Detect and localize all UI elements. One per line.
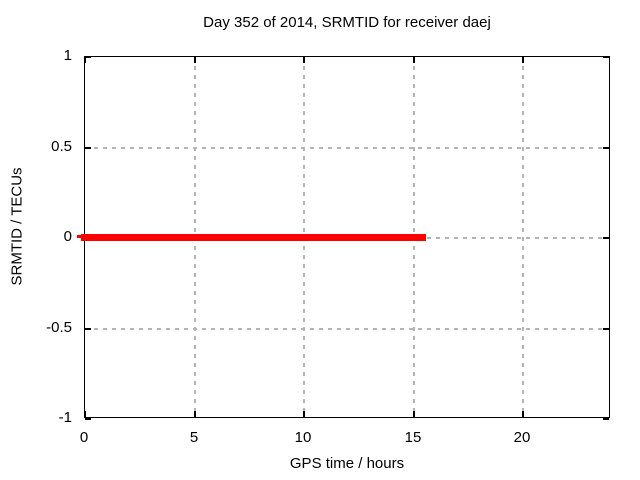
y-tick-right--0.5 xyxy=(603,328,609,330)
x-tick-bottom-15 xyxy=(413,411,415,417)
y-tick-left--1 xyxy=(85,418,91,420)
x-tick-bottom-5 xyxy=(194,411,196,417)
chart-title: Day 352 of 2014, SRMTID for receiver dae… xyxy=(203,14,491,31)
x-tick-top-10 xyxy=(303,57,305,63)
y-tick-right-0.5 xyxy=(603,147,609,149)
x-tick-label-15: 15 xyxy=(404,429,422,446)
x-tick-label-5: 5 xyxy=(189,429,199,446)
gridline-y-0.5 xyxy=(85,147,609,149)
x-tick-label-10: 10 xyxy=(294,429,312,446)
y-tick-right--1 xyxy=(603,418,609,420)
y-tick-left-0.5 xyxy=(85,147,91,149)
x-tick-top-5 xyxy=(194,57,196,63)
x-tick-top-15 xyxy=(413,57,415,63)
y-tick-label-0: 0 xyxy=(63,228,72,245)
x-tick-top-20 xyxy=(522,57,524,63)
x-tick-bottom-10 xyxy=(303,411,305,417)
y-tick-label-0.5: 0.5 xyxy=(51,138,72,155)
x-axis-label: GPS time / hours xyxy=(289,455,405,472)
x-tick-bottom-0 xyxy=(84,411,86,417)
x-tick-bottom-20 xyxy=(522,411,524,417)
gridline-y--0.5 xyxy=(85,328,609,330)
y-tick-label--0.5: -0.5 xyxy=(46,319,72,336)
y-tick-right-1 xyxy=(603,56,609,58)
x-tick-label-20: 20 xyxy=(513,429,531,446)
y-tick-label--1: -1 xyxy=(58,409,72,426)
y-tick-left-1 xyxy=(85,56,91,58)
y-tick-label-1: 1 xyxy=(63,47,72,64)
x-tick-label-0: 0 xyxy=(79,429,89,446)
series-srmtid-line xyxy=(81,234,426,241)
x-tick-top-0 xyxy=(84,57,86,63)
y-tick-right-0 xyxy=(603,237,609,239)
y-tick-left--0.5 xyxy=(85,328,91,330)
